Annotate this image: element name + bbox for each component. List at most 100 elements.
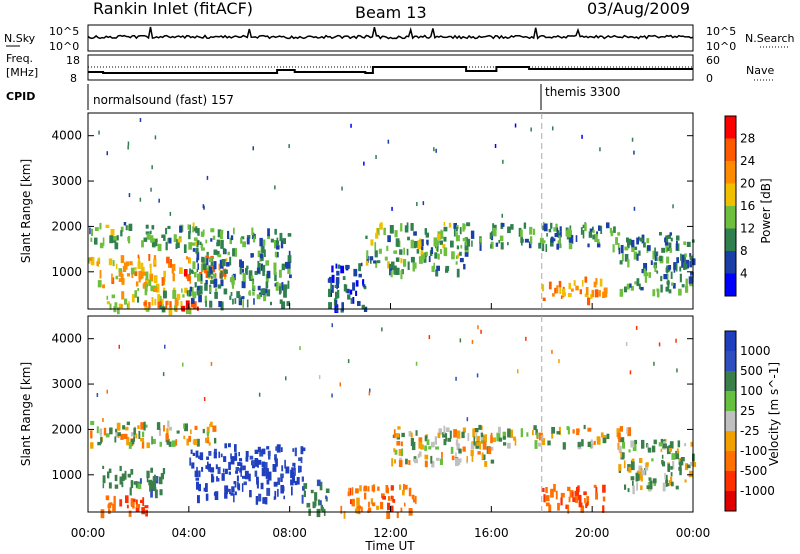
data-cell-r3 bbox=[128, 510, 132, 517]
data-cell-r2 bbox=[213, 492, 218, 496]
data-cell-r1 bbox=[112, 260, 115, 267]
data-cell-r0 bbox=[163, 425, 165, 432]
data-cell-r0 bbox=[145, 224, 149, 229]
data-cell-r10 bbox=[680, 253, 682, 261]
velocity-colorbar-swatch bbox=[725, 471, 736, 491]
data-cell-r7 bbox=[437, 246, 439, 252]
data-cell-r8 bbox=[545, 502, 550, 507]
data-cell-r10 bbox=[666, 256, 670, 264]
data-cell-r0 bbox=[167, 420, 170, 428]
data-cell-r6 bbox=[393, 448, 396, 453]
data-cell-r2 bbox=[242, 475, 245, 479]
data-cell-sparse bbox=[635, 325, 638, 330]
data-cell-r7 bbox=[374, 242, 377, 251]
data-cell-r10 bbox=[647, 245, 651, 251]
data-cell-sparse bbox=[150, 187, 152, 192]
data-cell-r6 bbox=[355, 290, 358, 296]
data-cell-r6 bbox=[430, 455, 433, 464]
data-cell-r5 bbox=[191, 286, 194, 296]
data-cell-r3 bbox=[135, 507, 140, 512]
data-cell-sparse bbox=[299, 346, 301, 351]
data-cell-r5 bbox=[219, 230, 223, 239]
data-cell-r8 bbox=[582, 224, 586, 229]
data-cell-r9 bbox=[684, 479, 687, 483]
data-cell-r8 bbox=[557, 502, 560, 511]
data-cell-r5 bbox=[399, 484, 402, 490]
data-cell-r7 bbox=[436, 265, 440, 271]
data-cell-r5 bbox=[194, 282, 197, 288]
data-cell-r6 bbox=[398, 460, 403, 467]
data-cell-r2 bbox=[256, 481, 259, 489]
data-cell-r5 bbox=[275, 240, 280, 246]
data-cell-r7 bbox=[417, 240, 422, 250]
data-cell-r0 bbox=[175, 439, 178, 446]
data-cell-r0 bbox=[192, 226, 194, 233]
data-cell-r4 bbox=[320, 504, 324, 512]
data-cell-r3 bbox=[118, 303, 122, 307]
data-cell-r5 bbox=[220, 301, 224, 311]
data-cell-r8 bbox=[507, 226, 511, 234]
data-cell-r8 bbox=[602, 496, 606, 502]
data-cell-r1 bbox=[127, 473, 131, 478]
data-cell-r6 bbox=[455, 439, 459, 446]
data-cell-r5 bbox=[340, 505, 343, 514]
data-cell-r5 bbox=[194, 271, 197, 278]
x-tick-label: 00:00 bbox=[71, 526, 106, 540]
data-cell-r7 bbox=[413, 241, 416, 249]
data-cell-r1 bbox=[137, 261, 141, 269]
data-cell-r8 bbox=[610, 230, 614, 237]
data-cell-r1 bbox=[134, 271, 138, 277]
data-cell-sparse bbox=[517, 369, 519, 374]
data-cell-r2 bbox=[234, 481, 237, 488]
data-cell-r0 bbox=[194, 241, 197, 246]
data-cell-r6 bbox=[401, 448, 403, 457]
data-cell-r8 bbox=[595, 492, 598, 500]
data-cell-r7 bbox=[470, 442, 475, 450]
data-cell-r1 bbox=[102, 284, 105, 289]
data-cell-r8 bbox=[595, 486, 598, 494]
data-cell-r2 bbox=[183, 269, 188, 277]
data-cell-r9 bbox=[640, 485, 643, 491]
data-cell-sparse bbox=[551, 349, 553, 354]
data-cell-r5 bbox=[239, 267, 242, 275]
data-cell-r7 bbox=[514, 438, 517, 446]
data-cell-r7 bbox=[583, 424, 586, 430]
data-cell-r5 bbox=[351, 498, 355, 507]
data-cell-r2 bbox=[224, 468, 228, 475]
data-cell-sparse bbox=[653, 361, 655, 366]
data-cell-r2 bbox=[172, 273, 175, 282]
data-cell-r6 bbox=[408, 460, 411, 465]
data-cell-r0 bbox=[140, 422, 144, 430]
data-cell-sparse bbox=[391, 206, 393, 211]
data-cell-r5 bbox=[217, 284, 222, 289]
data-cell-r6 bbox=[435, 446, 439, 450]
data-cell-r5 bbox=[350, 499, 352, 505]
data-cell-r5 bbox=[190, 269, 193, 274]
data-cell-r7 bbox=[384, 256, 388, 261]
data-cell-r9 bbox=[579, 289, 582, 295]
data-cell-r2 bbox=[292, 462, 296, 467]
data-cell-r7 bbox=[389, 225, 394, 234]
data-cell-r7 bbox=[498, 426, 501, 434]
data-cell-r8 bbox=[568, 496, 571, 503]
data-cell-r9 bbox=[680, 459, 684, 466]
data-cell-r1 bbox=[137, 254, 140, 259]
data-cell-r10 bbox=[665, 235, 669, 242]
data-cell-r9 bbox=[647, 444, 649, 450]
data-cell-r0 bbox=[102, 237, 105, 246]
velocity-colorbar-label: Velocity [m s^-1] bbox=[767, 362, 781, 466]
data-cell-r5 bbox=[213, 278, 218, 288]
data-cell-r7 bbox=[464, 252, 469, 257]
data-cell-r2 bbox=[224, 493, 228, 499]
data-cell-r6 bbox=[349, 289, 353, 295]
data-cell-r6 bbox=[395, 433, 400, 438]
data-cell-r5 bbox=[238, 297, 242, 306]
data-cell-r2 bbox=[268, 471, 272, 481]
data-cell-r8 bbox=[572, 497, 576, 502]
data-cell-r7 bbox=[532, 430, 534, 436]
data-cell-sparse bbox=[375, 155, 377, 159]
data-cell-r3 bbox=[142, 497, 145, 507]
data-cell-r9 bbox=[541, 284, 545, 292]
data-cell-r7 bbox=[617, 442, 620, 450]
nsky-tick-bottom: 10^0 bbox=[49, 40, 79, 53]
